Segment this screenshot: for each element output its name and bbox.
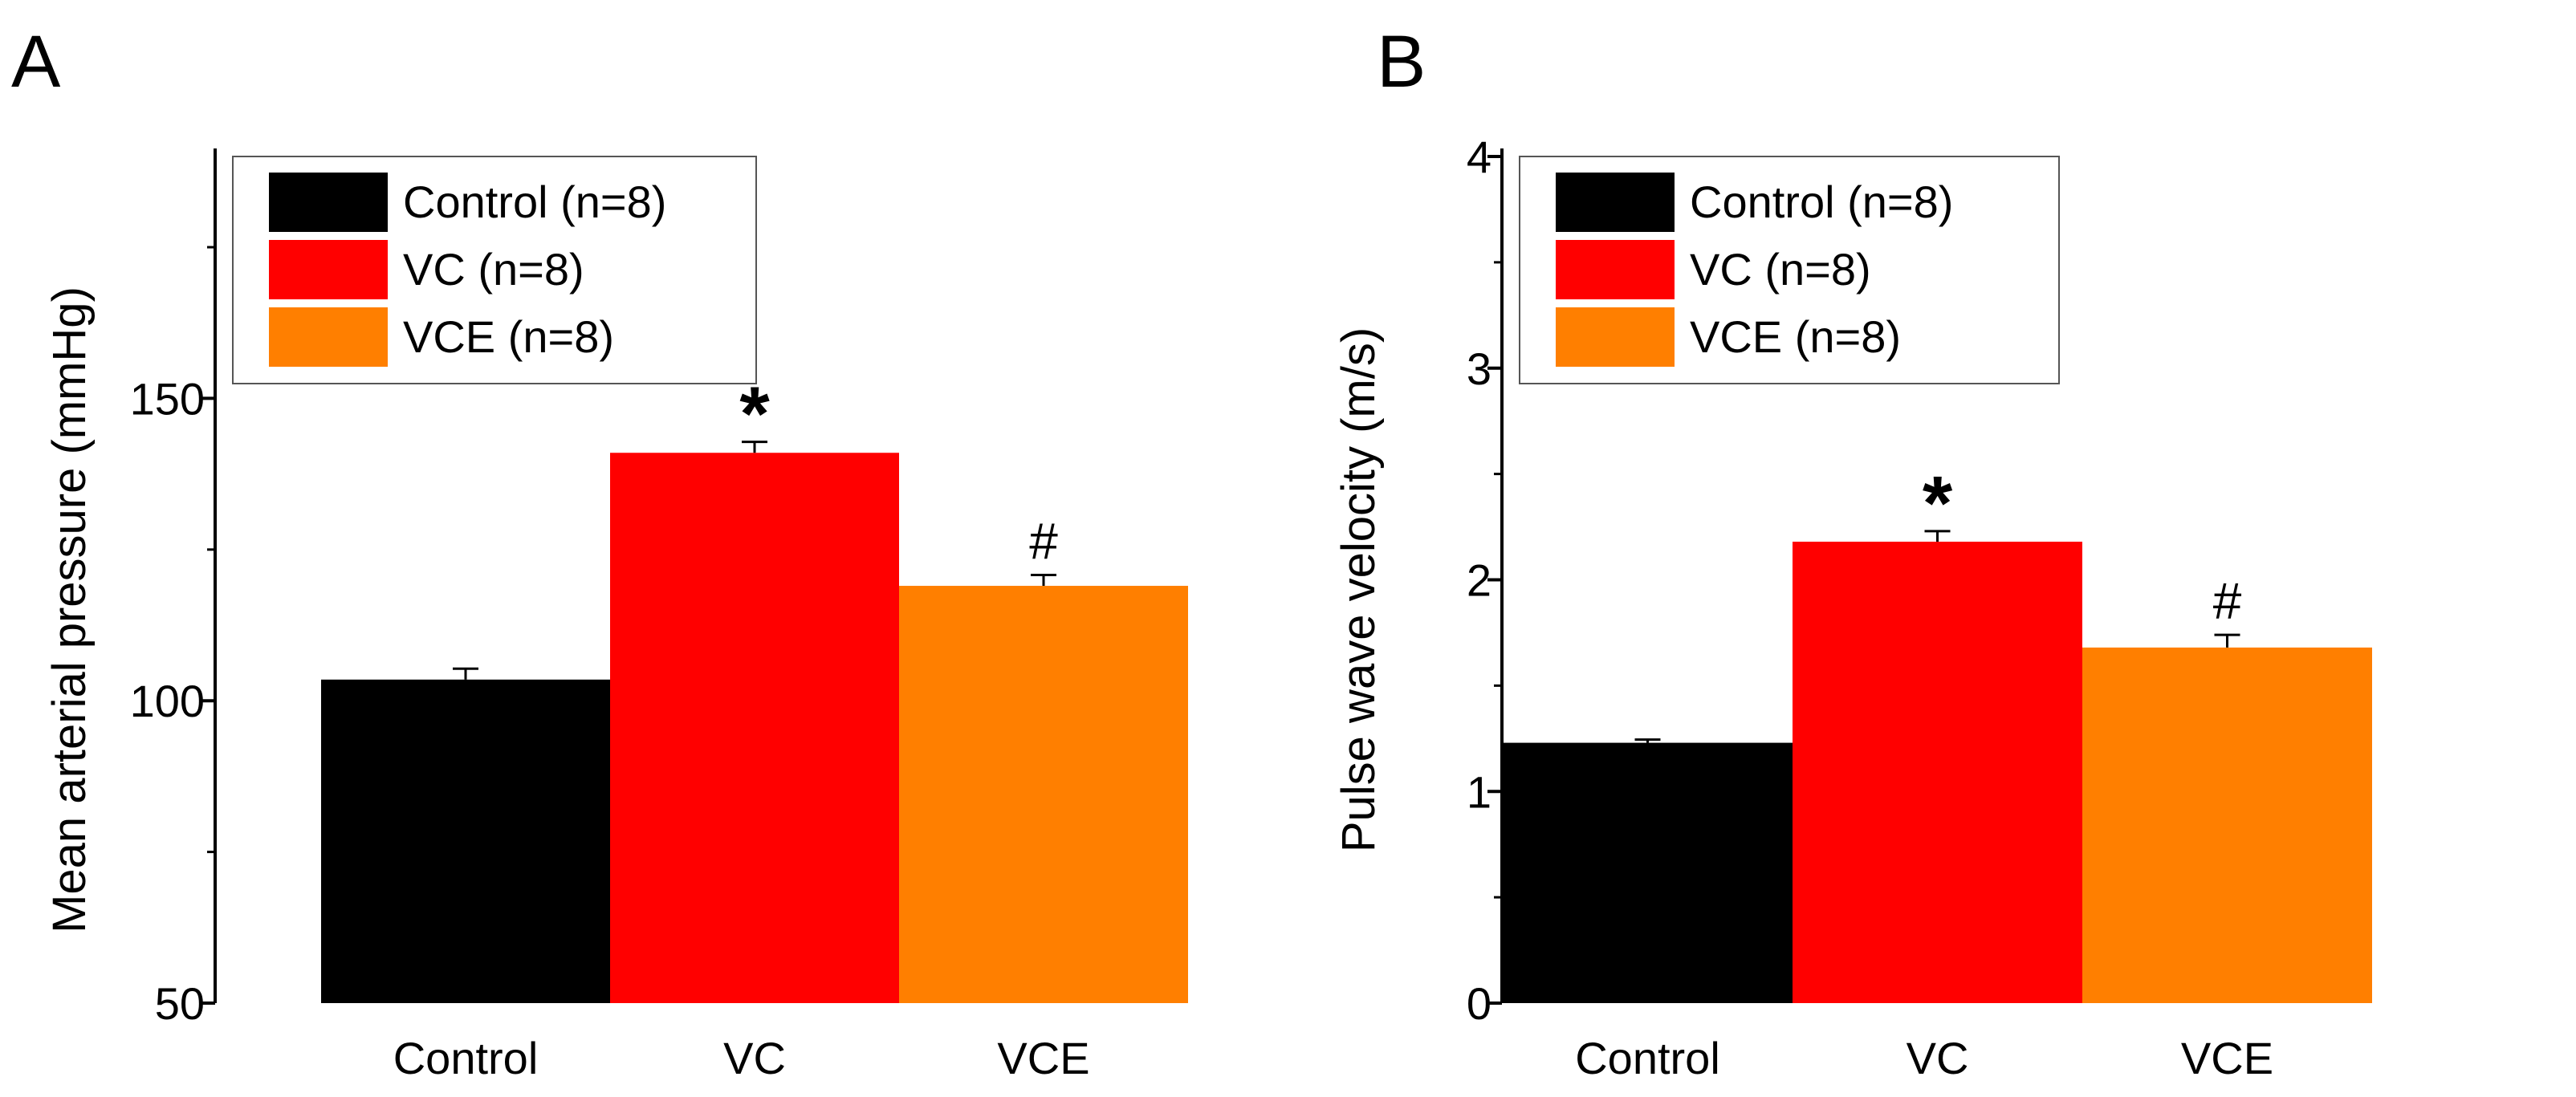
panel-b-x-tick-label-vce: VCE	[2181, 1033, 2273, 1083]
panel-a-legend-label-control: Control (n=8)	[403, 177, 666, 227]
panel-a-significance-marks: *#	[739, 372, 1058, 571]
panel-a-legend-label-vc: VC (n=8)	[403, 244, 584, 295]
panel-a: A Mean arterial pressure (mmHg) 50 100 150…	[11, 21, 1188, 1083]
panel-b-legend-label-vce: VCE (n=8)	[1690, 311, 1901, 362]
panel-b-legend-swatch-vce	[1556, 307, 1675, 367]
panel-b-y-tick-label-2: 2	[1467, 555, 1491, 606]
panel-a-letter: A	[11, 21, 61, 103]
panel-a-legend: Control (n=8) VC (n=8) VCE (n=8)	[232, 156, 757, 384]
panel-a-significance-star-vc: *	[739, 372, 770, 457]
panel-b-y-axis: 0 1 2 3 4	[1467, 132, 1504, 1029]
panel-b-y-tick-label-0: 0	[1467, 978, 1491, 1029]
panel-a-bars	[321, 441, 1188, 1003]
panel-a-y-tick-label-150: 150	[130, 373, 205, 424]
panel-a-x-tick-label-control: Control	[393, 1033, 539, 1083]
panel-b-y-axis-title: Pulse wave velocity (m/s)	[1333, 327, 1385, 852]
panel-b-legend-swatch-vc	[1556, 240, 1675, 299]
panel-a-bar-control	[321, 679, 610, 1003]
panel-b-significance-star-vc: *	[1923, 461, 1953, 546]
panel-b-significance-marks: *#	[1923, 461, 2242, 630]
panel-b-legend-swatch-control	[1556, 173, 1675, 232]
panel-b-x-tick-label-vc: VC	[1907, 1033, 1969, 1083]
panel-b-legend: Control (n=8) VC (n=8) VCE (n=8)	[1519, 156, 2060, 384]
panel-b-y-tick-label-3: 3	[1467, 343, 1491, 394]
panel-a-x-tick-label-vc: VC	[723, 1033, 786, 1083]
panel-b-legend-label-vc: VC (n=8)	[1690, 244, 1871, 295]
panel-a-significance-hash-vce: #	[1029, 512, 1058, 570]
panel-a-legend-label-vce: VCE (n=8)	[403, 311, 614, 362]
panel-b-letter: B	[1377, 21, 1426, 103]
panel-a-x-tick-label-vce: VCE	[997, 1033, 1089, 1083]
panel-a-bar-vce	[899, 586, 1188, 1003]
panel-b-bars	[1503, 530, 2372, 1003]
panel-a-legend-swatch-vce	[269, 307, 388, 367]
panel-a-category-labels: Control VC VCE	[393, 1033, 1090, 1083]
panel-a-y-axis-title: Mean arterial pressure (mmHg)	[43, 286, 96, 933]
panel-a-y-tick-label-50: 50	[155, 978, 205, 1029]
panel-b-significance-hash-vce: #	[2213, 572, 2242, 630]
panel-b-y-tick-label-1: 1	[1467, 766, 1491, 817]
panel-b-x-tick-label-control: Control	[1575, 1033, 1720, 1083]
panel-a-legend-swatch-control	[269, 173, 388, 232]
panel-a-y-tick-label-100: 100	[130, 676, 205, 726]
panel-b-legend-label-control: Control (n=8)	[1690, 177, 1953, 227]
panel-b-bar-vce	[2082, 647, 2372, 1003]
panel-b-y-tick-label-4: 4	[1467, 132, 1491, 182]
panel-a-y-axis: 50 100 150	[130, 148, 217, 1029]
panel-a-legend-swatch-vc	[269, 240, 388, 299]
panel-b-category-labels: Control VC VCE	[1575, 1033, 2273, 1083]
panel-a-bar-vc	[610, 453, 899, 1003]
panel-b-bar-vc	[1793, 542, 2082, 1003]
panel-b-bar-control	[1503, 742, 1793, 1003]
